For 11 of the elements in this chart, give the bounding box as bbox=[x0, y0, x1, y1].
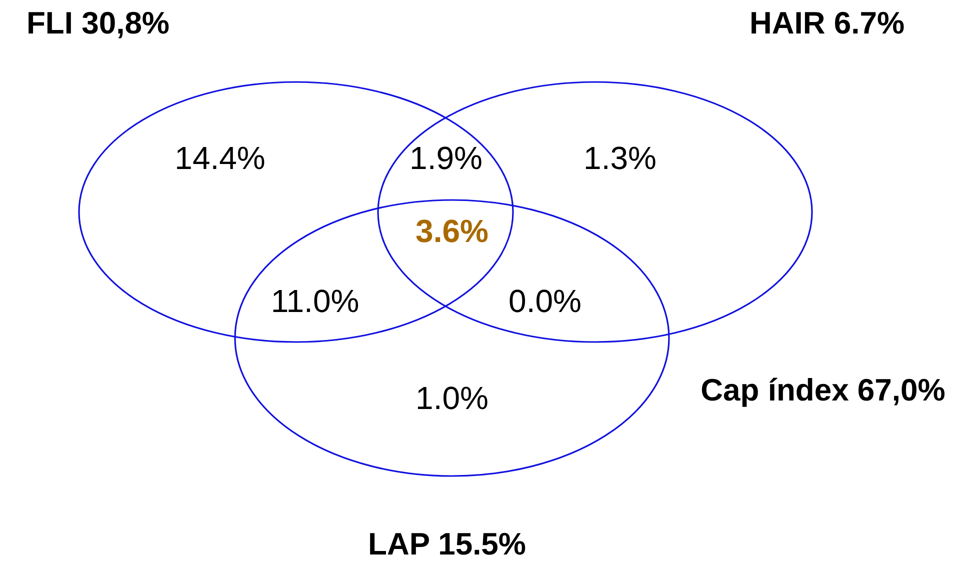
data-label: 14.4% bbox=[174, 140, 266, 176]
data-label: 1.3% bbox=[584, 140, 656, 176]
text: LAP 15.5% bbox=[368, 526, 526, 562]
data-label: 1.9% bbox=[410, 140, 482, 176]
text: HAIR 6.7% bbox=[749, 6, 905, 41]
data-label: 0.0% bbox=[508, 282, 582, 319]
data-label: 1.0% bbox=[416, 380, 488, 416]
text: FLI 30,8% bbox=[26, 6, 170, 41]
text: Cap índex 67,0% bbox=[700, 372, 946, 408]
data-label: 11.0% bbox=[270, 282, 360, 319]
data-label: 3.6% bbox=[416, 212, 488, 249]
